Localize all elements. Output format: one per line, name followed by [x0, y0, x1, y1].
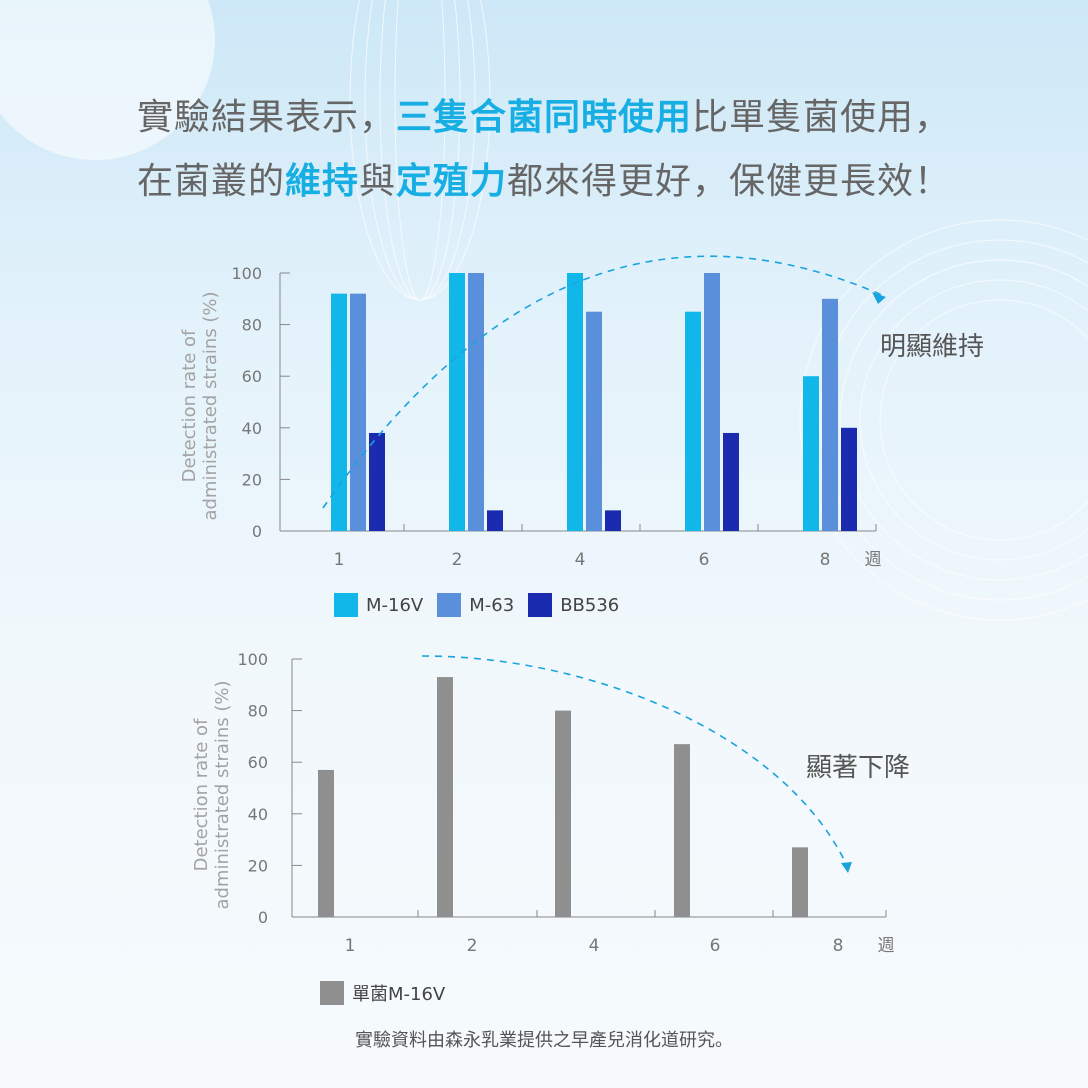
trend-arrow: [421, 655, 849, 869]
chart-combined-strains: 0 20 40 60 80 100 1 2 4 6 8 週 Detection rate of admin…: [179, 255, 984, 570]
y-tick-label: 80: [248, 702, 268, 721]
bar-M-16V-week-2: [449, 273, 465, 531]
x-tick-label: 8: [833, 936, 844, 956]
legend-item-BB536: BB536: [528, 593, 619, 617]
headline-highlight-1: 三隻合菌同時使用: [395, 97, 692, 138]
headline-text-2: 比單隻菌使用，: [692, 97, 952, 138]
chart-single-strain: 0 20 40 60 80 100 1 2 4 6 8 週 Detection rate of admin…: [191, 650, 910, 956]
legend-label: BB536: [560, 594, 620, 616]
x-tick-label: 4: [575, 550, 586, 570]
bar-單菌M-16V-week-6: [674, 744, 690, 917]
x-tick-label: 2: [467, 936, 478, 956]
x-tick-label: 1: [334, 550, 345, 570]
x-tick-label: 4: [589, 936, 600, 956]
bar-單菌M-16V-week-8: [792, 847, 808, 917]
y-tick-label: 100: [237, 650, 268, 669]
y-tick-label: 40: [242, 419, 262, 438]
footnote: 實驗資料由森永乳業提供之早產兒消化道研究。: [355, 1030, 733, 1051]
bar-BB536-week-1: [369, 432, 385, 531]
y-tick-label: 20: [242, 470, 262, 489]
bar-M-16V-week-4: [567, 273, 583, 531]
bar-M-63-week-6: [704, 273, 720, 531]
bar-單菌M-16V-week-4: [555, 710, 571, 917]
y-tick-label: 20: [248, 856, 268, 875]
y-tick-label: 0: [252, 522, 262, 541]
y-axis-label: Detection rate of: [179, 329, 200, 482]
legend-label: 單菌M-16V: [352, 984, 446, 1005]
headline-highlight-3: 定殖力: [396, 161, 508, 202]
bar-M-16V-week-8: [803, 376, 819, 531]
legend-swatch: [334, 593, 358, 617]
trend-annotation: 明顯維持: [880, 332, 984, 362]
legend-combined-strains: M-16V M-63 BB536: [334, 593, 633, 617]
bar-M-63-week-1: [350, 293, 366, 531]
bar-單菌M-16V-week-1: [318, 769, 334, 917]
bar-M-63-week-8: [822, 298, 838, 531]
legend-label: M-16V: [366, 594, 424, 616]
y-tick-label: 40: [248, 805, 268, 824]
bar-單菌M-16V-week-2: [437, 677, 453, 917]
bar-BB536-week-4: [605, 510, 621, 531]
y-axis-label: administrated strains (%): [212, 680, 233, 909]
y-axis-label: Detection rate of: [191, 718, 212, 871]
legend-item-單菌M-16V: 單菌M-16V: [320, 980, 445, 1006]
bar-M-16V-week-1: [331, 293, 347, 531]
legend-swatch: [528, 593, 553, 617]
y-tick-label: 100: [231, 264, 262, 283]
trend-arrow-head: [841, 862, 852, 873]
headline-line-2: 在菌叢的維持與定殖力都來得更好，保健更長效！: [0, 152, 1088, 204]
x-tick-label: 2: [452, 550, 463, 570]
bar-BB536-week-6: [723, 432, 739, 531]
trend-arrow-head: [872, 292, 886, 304]
bar-BB536-week-2: [487, 510, 503, 531]
x-tick-label: 6: [710, 936, 721, 956]
y-axis-label: administrated strains (%): [200, 291, 221, 520]
y-tick-label: 80: [242, 316, 262, 335]
y-tick-label: 60: [248, 753, 268, 772]
x-tick-label: 1: [345, 936, 356, 956]
y-tick-label: 60: [242, 367, 262, 386]
x-tick-label: 6: [699, 550, 710, 570]
headline-text-2: 與: [358, 161, 396, 202]
headline-text-4: 都來得更好，保健更長效！: [507, 161, 952, 202]
headline-text-0: 實驗結果表示，: [136, 97, 396, 138]
headline-line-1: 實驗結果表示，三隻合菌同時使用比單隻菌使用，: [0, 88, 1088, 140]
headline-text-0: 在菌叢的: [136, 161, 285, 202]
legend-single-strain: 單菌M-16V: [320, 980, 459, 1006]
bar-M-16V-week-6: [685, 311, 701, 531]
legend-item-M-16V: M-16V: [334, 593, 423, 617]
bar-M-63-week-2: [468, 273, 484, 531]
y-tick-label: 0: [258, 908, 268, 927]
bar-M-63-week-4: [586, 311, 602, 531]
trend-annotation: 顯著下降: [806, 753, 910, 783]
bar-BB536-week-8: [841, 427, 857, 531]
headline-highlight-1: 維持: [284, 161, 359, 202]
legend-swatch: [320, 981, 344, 1005]
x-tick-label: 8: [820, 550, 831, 570]
trend-arrow: [322, 255, 883, 509]
legend-label: M-63: [469, 594, 515, 616]
x-axis-unit: 週: [865, 550, 882, 570]
legend-swatch: [437, 593, 462, 617]
legend-item-M-63: M-63: [437, 593, 514, 617]
x-axis-unit: 週: [878, 936, 895, 956]
